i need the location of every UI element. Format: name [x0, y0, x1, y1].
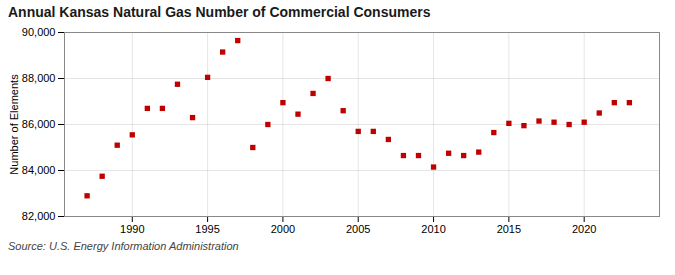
- svg-text:90,000: 90,000: [22, 26, 56, 38]
- html-text:Source: U.S. Energy Informatio: Source: U.S. Energy Information Administ…: [8, 240, 239, 252]
- html-text:Annual Kansas Natural Gas Numb: Annual Kansas Natural Gas Number of Comm…: [8, 4, 431, 20]
- svg-text:2000: 2000: [271, 223, 295, 235]
- svg-text:88,000: 88,000: [22, 72, 56, 84]
- svg-text:2005: 2005: [346, 223, 370, 235]
- svg-text:1995: 1995: [195, 223, 219, 235]
- svg-text:84,000: 84,000: [22, 164, 56, 176]
- svg-text:82,000: 82,000: [22, 210, 56, 222]
- svg-text:2010: 2010: [421, 223, 445, 235]
- svg-text:Number of Elements: Number of Elements: [8, 74, 20, 175]
- svg-text:2015: 2015: [497, 223, 521, 235]
- svg-text:86,000: 86,000: [22, 118, 56, 130]
- svg-text:2020: 2020: [572, 223, 596, 235]
- svg-text:1990: 1990: [120, 223, 144, 235]
